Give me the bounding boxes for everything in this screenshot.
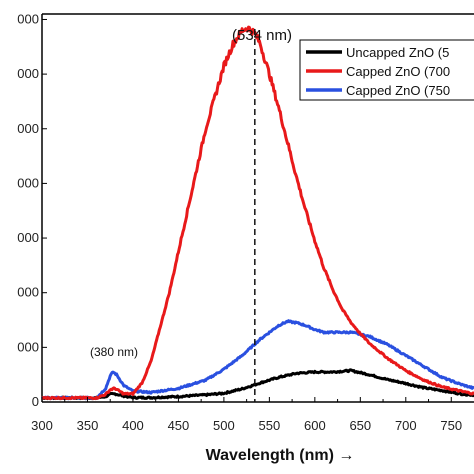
x-tick-label: 600 <box>304 418 326 433</box>
y-tick-label: 0 <box>32 394 39 409</box>
x-tick-label: 300 <box>31 418 53 433</box>
plot-frame <box>41 13 474 403</box>
legend-entry: Uncapped ZnO (5 <box>346 45 449 60</box>
y-tick-label: 000 <box>17 121 39 136</box>
series-layer <box>40 25 474 401</box>
series-line-0 <box>41 368 474 401</box>
x-tick-label: 450 <box>168 418 190 433</box>
x-axis-title: Wavelength (nm) → <box>206 447 355 464</box>
x-tick-label: 500 <box>213 418 235 433</box>
legend-entry: Capped ZnO (750 <box>346 83 450 98</box>
y-tick-label: 000 <box>17 230 39 245</box>
x-tick-label: 650 <box>349 418 371 433</box>
series-line-1 <box>41 25 474 401</box>
legend: Uncapped ZnO (5 Capped ZnO (700 Capped ZnO… <box>299 39 474 101</box>
x-tick-label: 400 <box>122 418 144 433</box>
annotation-layer: (534 nm) (380 nm) <box>90 27 292 402</box>
peak-annotation: (534 nm) <box>232 27 292 44</box>
y-tick-label: 000 <box>17 11 39 26</box>
x-axis-ticks: 300 350 400 450 500 550 600 650 700 750 <box>31 397 462 433</box>
x-tick-label: 350 <box>77 418 99 433</box>
y-tick-label: 000 <box>17 66 39 81</box>
series-line-2 <box>40 319 474 401</box>
y-tick-label: 000 <box>17 175 39 190</box>
y-tick-label: 000 <box>17 285 39 300</box>
uv-peak-annotation: (380 nm) <box>90 345 138 359</box>
x-tick-label: 700 <box>395 418 417 433</box>
y-tick-label: 000 <box>17 339 39 354</box>
legend-entry: Capped ZnO (700 <box>346 64 450 79</box>
x-tick-label: 550 <box>259 418 281 433</box>
x-tick-label: 750 <box>440 418 462 433</box>
